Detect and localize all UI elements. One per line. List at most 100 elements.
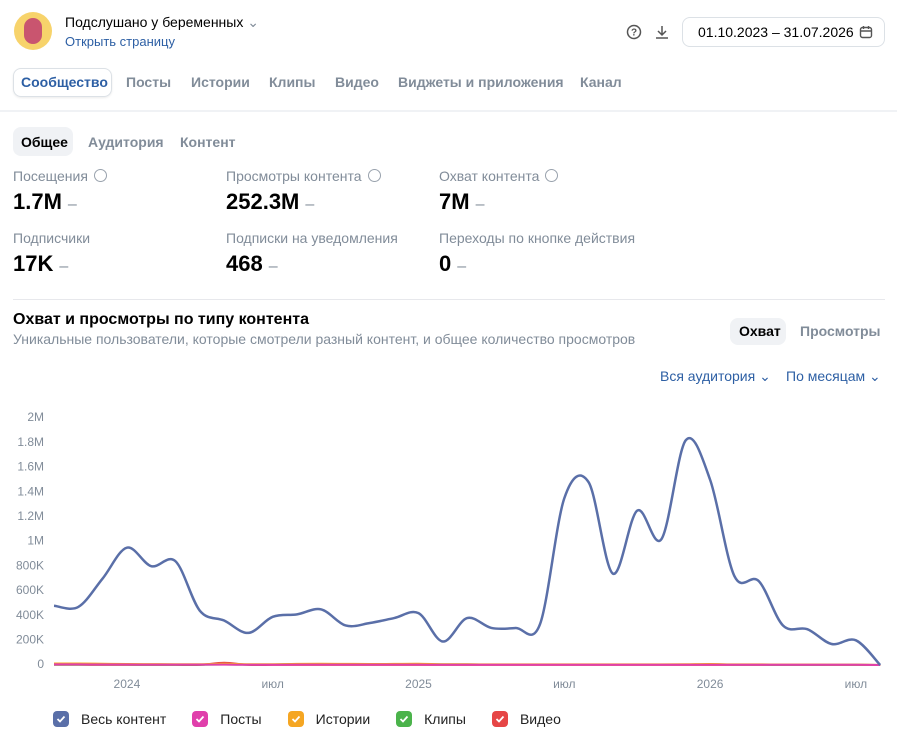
x-tick-label: 2024	[114, 677, 141, 691]
metric-label-text: Посещения	[13, 168, 88, 184]
legend-item[interactable]: Видео	[491, 711, 561, 727]
avatar[interactable]	[14, 12, 52, 50]
series-line	[53, 663, 881, 666]
chart-subtitle: Уникальные пользователи, которые смотрел…	[13, 331, 636, 347]
x-tick-label: июл	[845, 677, 867, 691]
toggle[interactable]: Охват	[739, 323, 781, 339]
toggle[interactable]: Просмотры	[800, 323, 881, 339]
metric-label: Подписки на уведомления	[226, 230, 398, 246]
legend: Весь контент Посты Истории Клипы Видео	[53, 711, 587, 727]
tab[interactable]: Посты	[126, 74, 172, 90]
help-icon[interactable]: ?	[626, 24, 642, 40]
open-link[interactable]: Открыть страницу	[65, 34, 175, 49]
legend-item[interactable]: Посты	[192, 711, 262, 727]
y-tick-label: 0	[37, 657, 44, 671]
legend-checkbox[interactable]	[396, 711, 413, 727]
tab[interactable]: Клипы	[269, 74, 316, 90]
x-tick-label: 2025	[405, 677, 432, 691]
tab[interactable]: Виджеты и приложения	[398, 74, 564, 90]
legend-label: Посты	[220, 711, 262, 727]
divider	[0, 110, 897, 112]
info-icon[interactable]	[367, 169, 381, 182]
date-range: 01.10.2023 – 31.07.2026	[698, 24, 854, 40]
info-icon[interactable]	[545, 169, 559, 182]
filter[interactable]: Вся аудитория ⌄	[660, 368, 771, 384]
tab[interactable]: Истории	[191, 74, 250, 90]
metric: Подписчики 17K –	[13, 230, 90, 277]
filter-text: Вся аудитория	[660, 368, 756, 384]
y-tick-label: 1.6M	[17, 460, 44, 474]
divider	[13, 299, 885, 300]
info-icon[interactable]	[93, 169, 107, 182]
metric-change: –	[457, 258, 467, 275]
avatar-figure	[24, 18, 42, 44]
y-tick-label: 400K	[16, 608, 44, 622]
active-tab-bg	[13, 68, 112, 97]
legend-label: Видео	[519, 711, 561, 727]
metric-value-row: 468–	[226, 251, 398, 277]
date-picker[interactable]: 01.10.2023 – 31.07.2026	[682, 17, 885, 47]
legend-checkbox[interactable]	[192, 711, 209, 727]
tab[interactable]: Сообщество	[21, 74, 108, 90]
x-tick-label: июл	[553, 677, 575, 691]
legend-label: Истории	[315, 711, 371, 727]
y-tick-label: 2M	[27, 410, 44, 424]
legend-label: Весь контент	[81, 711, 167, 727]
metric: Просмотры контента 252.3M –	[226, 168, 381, 215]
metric-value-row: 0–	[439, 251, 635, 277]
calendar-icon	[859, 26, 873, 39]
subtab[interactable]: Аудитория	[88, 134, 164, 150]
legend-item[interactable]: Весь контент	[53, 711, 166, 727]
series-line	[53, 436, 882, 666]
metric-change: –	[67, 196, 77, 213]
legend-item[interactable]: Истории	[287, 711, 371, 727]
y-tick-label: 600K	[16, 583, 44, 597]
x-tick-label: июл	[261, 677, 283, 691]
metric-value: 468	[226, 251, 263, 276]
y-tick-label: 1M	[27, 534, 44, 548]
y-tick-label: 1.4M	[17, 484, 44, 498]
metric-value: 7M	[439, 189, 470, 214]
download-icon[interactable]	[654, 24, 670, 40]
filter[interactable]: По месяцам ⌄	[786, 368, 881, 384]
subtab[interactable]: Общее	[21, 134, 68, 150]
metric-label: Охват контента	[439, 168, 559, 184]
check	[291, 715, 300, 723]
metric: Подписки на уведомления 468–	[226, 230, 398, 277]
check	[56, 715, 66, 723]
metric-label-text: Подписки на уведомления	[226, 230, 398, 246]
metric-change: –	[268, 258, 278, 275]
community-name[interactable]: Подслушано у беременных ⌄	[65, 14, 259, 31]
metric-value: 252.3M	[226, 189, 300, 214]
metric-value-row: 7M –	[439, 189, 558, 215]
filter-text: По месяцам	[786, 368, 866, 384]
check	[495, 715, 505, 723]
legend-checkbox[interactable]	[287, 711, 304, 727]
chart-title: Охват и просмотры по типу контента	[13, 311, 309, 328]
metric-value-row: 17K –	[13, 251, 90, 277]
metric-value: 17K	[13, 251, 54, 276]
metric-label-text: Подписчики	[13, 230, 91, 246]
subtab[interactable]: Контент	[180, 134, 236, 150]
metric: Переходы по кнопке действия 0–	[439, 230, 635, 277]
legend-checkbox[interactable]	[491, 711, 508, 727]
metric-label-text: Просмотры контента	[226, 168, 362, 184]
tab[interactable]: Видео	[335, 74, 379, 90]
metric-label-text: Охват контента	[439, 168, 540, 184]
metric-value: 1.7M	[13, 189, 62, 214]
metric-value: 0	[439, 251, 452, 276]
check	[196, 715, 205, 723]
metric-label: Просмотры контента	[226, 168, 381, 184]
legend-item[interactable]: Клипы	[396, 711, 466, 727]
y-tick-label: 1.2M	[17, 509, 44, 523]
y-tick-label: 1.8M	[17, 435, 44, 449]
x-tick-label: 2026	[697, 677, 724, 691]
metric-change: –	[59, 258, 69, 275]
dropdown-caret: ⌄	[247, 14, 259, 30]
legend-checkbox[interactable]	[53, 711, 69, 727]
tab[interactable]: Канал	[580, 74, 622, 90]
metric: Охват контента 7M –	[439, 168, 559, 215]
metric-value-row: 1.7M –	[13, 189, 107, 215]
